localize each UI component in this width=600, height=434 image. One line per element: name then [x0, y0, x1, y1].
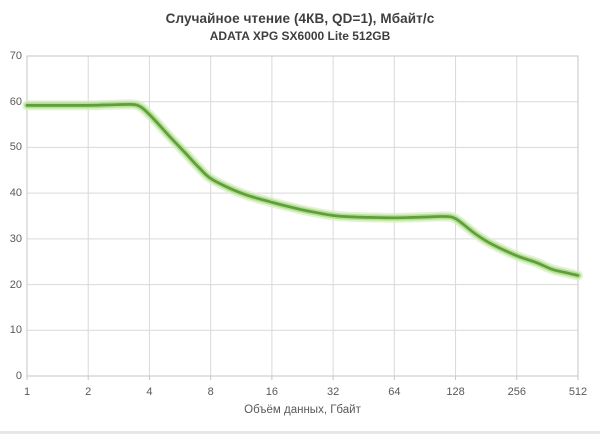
- x-tick-label: 8: [207, 386, 214, 398]
- y-tick-label: 20: [9, 278, 22, 291]
- x-tick-label: 16: [265, 386, 278, 398]
- y-tick-label: 60: [9, 95, 22, 108]
- x-axis-label: Объём данных, Гбайт: [244, 404, 361, 416]
- x-tick-label: 32: [326, 386, 340, 398]
- plot-border: [26, 55, 579, 377]
- y-tick-label: 40: [9, 187, 22, 200]
- x-tick-label: 64: [388, 386, 401, 398]
- y-tick-label: 70: [9, 50, 22, 62]
- series-line-glow-outer: [22, 99, 583, 281]
- bottom-border: [0, 431, 600, 434]
- y-tick-label: 0: [15, 370, 22, 382]
- y-tick-label: 50: [9, 141, 22, 154]
- x-tick-label: 512: [568, 386, 588, 398]
- x-tick-label: 128: [446, 386, 465, 398]
- y-tick-label: 10: [9, 324, 22, 337]
- x-tick-label: 1: [23, 386, 31, 398]
- chart-subtitle: ADATA XPG SX6000 Lite 512GB: [209, 29, 391, 43]
- x-tick-label: 256: [507, 386, 526, 398]
- x-tick-label: 4: [146, 386, 153, 398]
- y-tick-label: 30: [9, 232, 22, 245]
- x-tick-label: 2: [85, 386, 92, 398]
- chart-title: Случайное чтение (4КВ, QD=1), Мбайт/с: [165, 11, 435, 26]
- series-line: [25, 102, 580, 277]
